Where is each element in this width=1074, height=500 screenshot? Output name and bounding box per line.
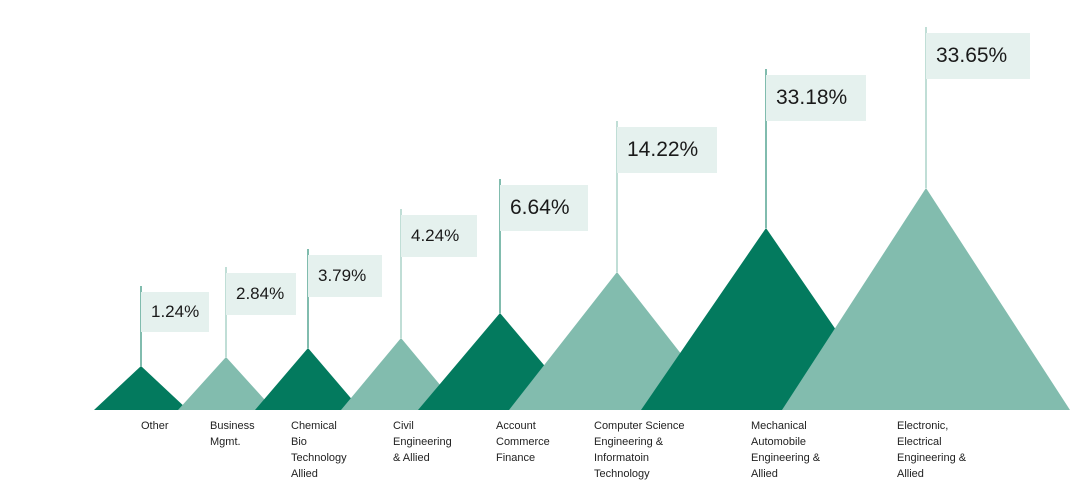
category-label-5: Computer Science Engineering & Informato… (594, 420, 685, 480)
triangle-mark-7 (782, 188, 1070, 410)
category-label-3: Civil Engineering & Allied (393, 420, 452, 464)
marks-group (94, 188, 1070, 410)
category-label-2: Chemical Bio Technology Allied (291, 420, 347, 480)
value-label-5: 14.22% (617, 127, 717, 173)
category-label-1: Business Mgmt. (210, 420, 255, 448)
value-label-0: 1.24% (141, 292, 209, 332)
value-label-7: 33.65% (926, 33, 1030, 79)
value-label-3: 4.24% (401, 215, 477, 257)
triangle-mark-0 (94, 366, 188, 410)
category-label-4: Account Commerce Finance (496, 420, 550, 464)
category-label-0: Other (141, 420, 169, 432)
triangle-mark-3 (341, 338, 461, 410)
category-label-7: Electronic, Electrical Engineering & All… (897, 420, 967, 480)
value-label-1: 2.84% (226, 273, 296, 315)
value-label-6: 33.18% (766, 75, 866, 121)
value-label-4: 6.64% (500, 185, 588, 231)
category-label-6: Mechanical Automobile Engineering & Alli… (751, 420, 821, 480)
value-label-2: 3.79% (308, 255, 382, 297)
triangle-mark-2 (255, 348, 361, 410)
triangle-mark-1 (178, 357, 274, 410)
